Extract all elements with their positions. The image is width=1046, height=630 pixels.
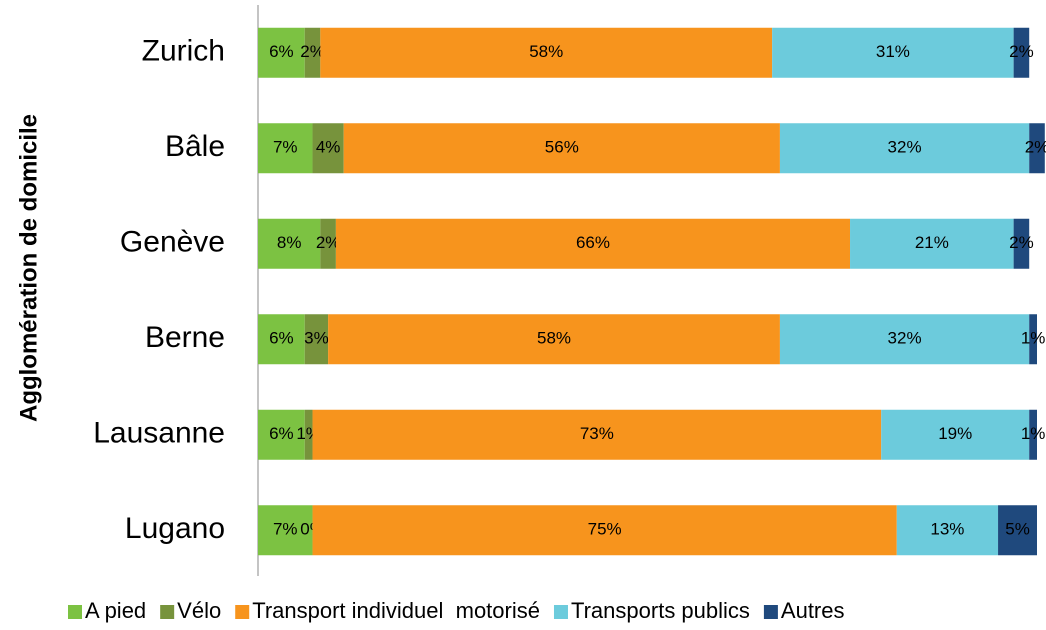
data-label: 4% (316, 138, 341, 157)
bar-segment (258, 123, 313, 174)
data-label: 6% (269, 42, 294, 61)
legend-swatch (160, 605, 175, 619)
data-label: 58% (537, 329, 571, 348)
y-tick-label: Berne (145, 321, 225, 354)
bar-segment (312, 505, 897, 556)
data-label: 75% (588, 520, 622, 539)
bar-segment (1013, 27, 1030, 78)
data-label: 1% (1021, 329, 1046, 348)
bar-segment (258, 218, 321, 269)
bar-segment (779, 123, 1030, 174)
bar-segment (304, 409, 313, 460)
legend-label: Transports publics (571, 598, 750, 623)
legend-swatch (763, 605, 778, 619)
data-label: 31% (876, 42, 910, 61)
data-label: 5% (1005, 520, 1030, 539)
y-axis-title: Agglomération de domicile (15, 114, 42, 422)
data-label: 32% (888, 329, 922, 348)
bar-segment (896, 505, 999, 556)
legend-swatch (235, 605, 250, 619)
data-label: 21% (915, 233, 949, 252)
legend-swatch (553, 605, 568, 619)
data-label: 73% (580, 424, 614, 443)
bar-segment (320, 27, 773, 78)
data-label: 1% (1021, 424, 1046, 443)
y-tick-label: Lausanne (93, 417, 225, 450)
y-tick-label: Bâle (165, 130, 225, 163)
data-label: 2% (300, 42, 325, 61)
bar-segment (1013, 218, 1030, 269)
data-label: 2% (316, 233, 341, 252)
data-label: 7% (273, 520, 298, 539)
bar-segment (1029, 123, 1045, 174)
bar-segment (1029, 314, 1037, 365)
data-label: 7% (273, 138, 298, 157)
data-label: 2% (1025, 138, 1046, 157)
bar-segment (304, 27, 321, 78)
legend-swatch (68, 605, 82, 619)
bar-segment (998, 505, 1037, 556)
data-label: 58% (529, 42, 563, 61)
bar-segment (850, 218, 1014, 269)
legend-label: Transport individuel motorisé (252, 598, 540, 623)
bar-segment (335, 218, 851, 269)
data-label: 8% (277, 233, 302, 252)
data-label: 2% (1009, 233, 1034, 252)
data-label: 19% (938, 424, 972, 443)
y-tick-label: Genève (120, 226, 225, 259)
legend-label: Vélo (177, 598, 221, 623)
data-label: 3% (304, 329, 329, 348)
bar-segment (779, 314, 1030, 365)
bar-segment (343, 123, 780, 174)
data-label: 56% (545, 138, 579, 157)
bar-segment (258, 505, 313, 556)
bar-segment (304, 314, 329, 365)
data-label: 13% (930, 520, 964, 539)
y-tick-label: Lugano (125, 512, 225, 545)
bar-segment (1029, 409, 1037, 460)
data-label: 66% (576, 233, 610, 252)
bar-segment (312, 123, 344, 174)
bar-segment (258, 314, 305, 365)
data-label: 6% (269, 329, 294, 348)
bar-segment (312, 409, 882, 460)
data-label: 32% (888, 138, 922, 157)
bar-segment (328, 314, 780, 365)
bar-segment (881, 409, 1030, 460)
bar-segment (772, 27, 1014, 78)
data-label: 2% (1009, 42, 1034, 61)
legend-label: A pied (85, 598, 146, 623)
data-label: 6% (269, 424, 294, 443)
legend-label: Autres (781, 598, 845, 623)
bar-segment (320, 218, 336, 269)
bar-segment (258, 409, 305, 460)
y-tick-label: Zurich (142, 35, 225, 68)
bar-segment (258, 27, 305, 78)
